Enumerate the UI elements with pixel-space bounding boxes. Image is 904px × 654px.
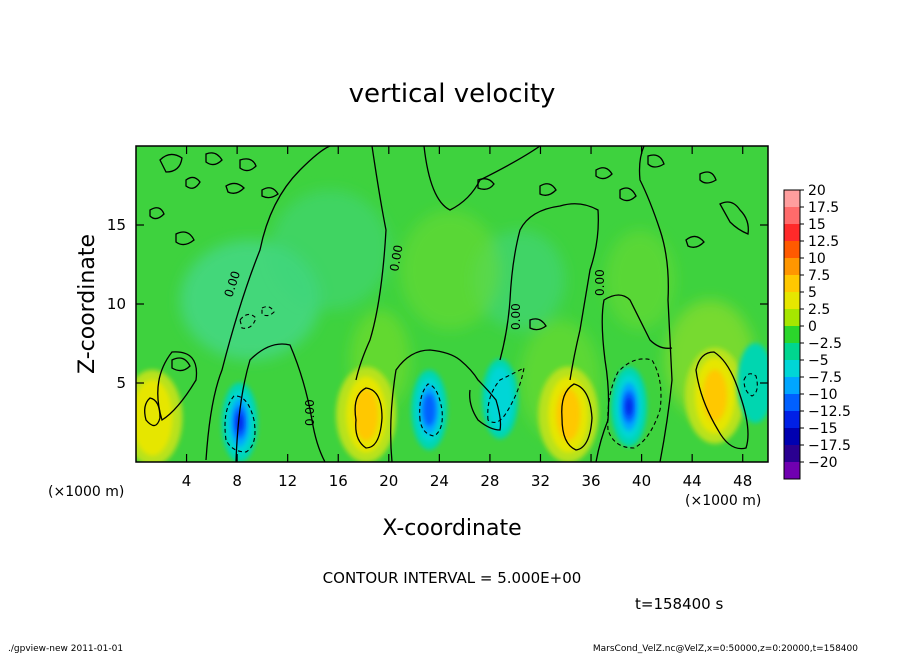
colorbar-label: −2.5 [808, 336, 842, 352]
colorbar-swatch [784, 394, 800, 411]
colorbar-swatch [784, 292, 800, 309]
colorbar-swatch [784, 377, 800, 394]
colorbar-swatch [784, 258, 800, 275]
footer-left: ./gpview-new 2011-01-01 [8, 644, 123, 654]
colorbar-swatch [784, 207, 800, 224]
colorbar-swatch [784, 241, 800, 258]
negative-contours [224, 306, 758, 453]
colorbar-swatch [784, 343, 800, 360]
x-tick-label: 36 [581, 472, 600, 490]
x-axis: 4 8 12 16 20 24 28 32 36 40 44 48 [182, 146, 752, 490]
colorbar-swatch [784, 275, 800, 292]
downdraft-level [487, 366, 514, 431]
downdraft-cell [482, 358, 519, 439]
colorbar-label: −7.5 [808, 370, 842, 386]
x-tick-label: 20 [379, 472, 398, 490]
x-unit-left: (×1000 m) [48, 484, 124, 500]
colorbar-swatch [784, 190, 800, 207]
colorbar-swatch [784, 224, 800, 241]
colorbar: 2017.51512.5107.552.50−2.5−5−7.5−10−12.5… [783, 183, 851, 480]
contour-label: 0.00 [387, 244, 405, 273]
plot-area: 0.00 0.00 0.00 0.00 0.00 [136, 146, 768, 462]
x-tick-label: 40 [632, 472, 651, 490]
colorbar-label: −15 [808, 421, 838, 437]
x-axis-label: X-coordinate [382, 516, 521, 541]
updraft-cell [684, 347, 745, 444]
time-label: t=158400 s [635, 595, 723, 613]
colorbar-label: 17.5 [808, 200, 839, 216]
colorbar-swatch [784, 326, 800, 343]
updraft-level [354, 388, 379, 441]
updraft-cell [136, 369, 183, 462]
x-tick-label: 16 [329, 472, 348, 490]
contour-interval: CONTOUR INTERVAL = 5.000E+00 [323, 569, 582, 587]
x-tick-label: 8 [232, 472, 242, 490]
colorbar-label: 7.5 [808, 268, 830, 284]
downdraft-level [423, 393, 436, 426]
x-tick-label: 44 [683, 472, 702, 490]
downdraft-level [737, 343, 768, 423]
footer-right: MarsCond_VelZ.nc@VelZ,x=0:50000,z=0:2000… [593, 644, 858, 654]
downdraft-cell [221, 382, 258, 462]
colorbar-label: 15 [808, 217, 826, 233]
updraft-cell [538, 366, 599, 462]
y-axis: 5 10 15 [107, 216, 768, 392]
x-tick-label: 12 [278, 472, 297, 490]
x-tick-label: 32 [531, 472, 550, 490]
y-tick-label: 5 [116, 374, 126, 392]
colorbar-label: −5 [808, 353, 829, 369]
x-tick-label: 4 [182, 472, 192, 490]
x-tick-label: 28 [480, 472, 499, 490]
updraft-level [556, 388, 581, 441]
x-tick-label: 24 [430, 472, 449, 490]
colorbar-swatch [784, 462, 800, 479]
y-axis-label: Z-coordinate [75, 234, 100, 374]
colorbar-swatch [784, 428, 800, 445]
x-unit-right: (×1000 m) [685, 493, 761, 509]
downdraft-cell [610, 366, 647, 447]
colorbar-frame [783, 189, 801, 480]
downdraft-cell [411, 369, 448, 450]
contour-label: 0.00 [303, 399, 317, 426]
colorbar-label: 2.5 [808, 302, 830, 318]
colorbar-label: 0 [808, 319, 817, 335]
x-tick-label: 48 [733, 472, 752, 490]
updraft-level [136, 379, 173, 456]
contour-label: 0.00 [509, 303, 523, 330]
colorbar-label: −12.5 [808, 404, 851, 420]
contour-labels: 0.00 0.00 0.00 0.00 0.00 [222, 244, 607, 426]
downdraft-level [625, 397, 632, 416]
y-tick-label: 15 [107, 216, 126, 234]
colorbar-label: 12.5 [808, 234, 839, 250]
colorbar-label: −10 [808, 387, 838, 403]
colorbar-label: 10 [808, 251, 826, 267]
updraft-level [702, 369, 727, 422]
feature-layer [136, 343, 768, 462]
colorbar-label: −20 [808, 455, 838, 471]
colorbar-label: −17.5 [808, 438, 851, 454]
colorbar-label: 5 [808, 285, 817, 301]
colorbar-swatch [784, 309, 800, 326]
colorbar-swatch [784, 360, 800, 377]
y-tick-label: 10 [107, 295, 126, 313]
contour-label: 0.00 [593, 269, 607, 296]
downdraft-cell [737, 343, 768, 423]
colorbar-swatch [784, 411, 800, 428]
chart-title: vertical velocity [349, 79, 556, 109]
colorbar-swatch [784, 445, 800, 462]
colorbar-label: 20 [808, 183, 826, 199]
